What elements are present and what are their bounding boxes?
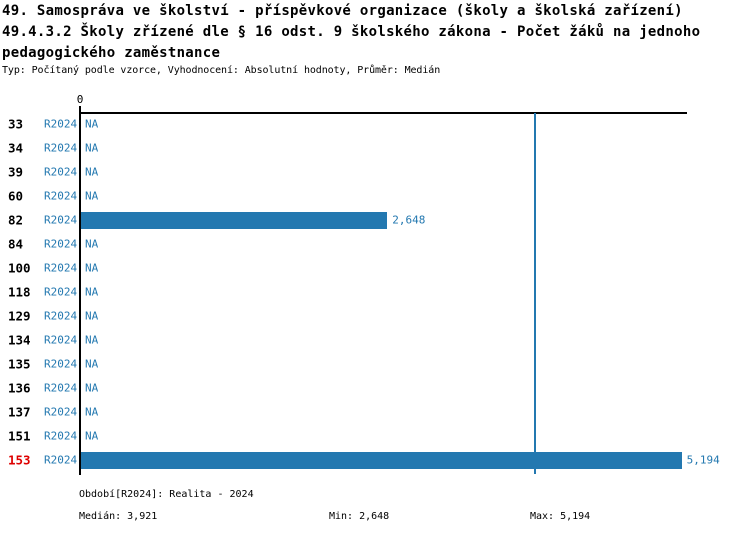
na-value-label: NA	[85, 141, 99, 155]
na-value-label: NA	[85, 309, 99, 323]
chart-row-82: 82 R2024 2,648	[0, 208, 750, 232]
series-label: R2024	[44, 189, 78, 203]
report-title-line3: pedagogického zaměstnance	[2, 45, 221, 61]
footer-median-stat: Medián: 3,921	[79, 511, 158, 522]
na-value-label: NA	[85, 237, 99, 251]
chart-row-134: 134 R2024 NA	[0, 328, 750, 352]
x-axis-tick-mark	[79, 106, 81, 112]
na-value-label: NA	[85, 333, 99, 347]
footer-period-label: Období[R2024]: Realita - 2024	[79, 489, 254, 500]
chart-row-39: 39 R2024 NA	[0, 160, 750, 184]
series-label: R2024	[44, 117, 78, 131]
series-label: R2024	[44, 141, 78, 155]
value-label: 2,648	[392, 213, 426, 227]
chart-row-118: 118 R2024 NA	[0, 280, 750, 304]
unit-label: 100	[8, 260, 31, 276]
footer-max-stat: Max: 5,194	[530, 511, 591, 522]
value-bar	[81, 451, 682, 469]
na-value-label: NA	[85, 429, 99, 443]
footer-min-stat: Min: 2,648	[329, 511, 390, 522]
na-value-label: NA	[85, 381, 99, 395]
unit-label: 135	[8, 356, 31, 372]
unit-label: 129	[8, 308, 31, 324]
unit-label: 34	[8, 140, 24, 156]
value-label: 5,194	[686, 453, 720, 467]
series-label: R2024	[44, 381, 78, 395]
unit-label: 153	[8, 452, 31, 468]
y-axis-line	[79, 112, 81, 475]
chart-row-151: 151 R2024 NA	[0, 424, 750, 448]
unit-label: 84	[8, 236, 24, 252]
series-label: R2024	[44, 453, 78, 467]
unit-label: 136	[8, 380, 31, 396]
series-label: R2024	[44, 285, 78, 299]
chart-row-135: 135 R2024 NA	[0, 352, 750, 376]
x-axis-zero-tick-label: 0	[76, 93, 84, 106]
median-reference-line	[534, 113, 537, 474]
series-label: R2024	[44, 429, 78, 443]
na-value-label: NA	[85, 357, 99, 371]
series-label: R2024	[44, 357, 78, 371]
na-value-label: NA	[85, 261, 99, 275]
series-label: R2024	[44, 333, 78, 347]
unit-label: 118	[8, 284, 31, 300]
unit-label: 82	[8, 212, 24, 228]
chart-row-137: 137 R2024 NA	[0, 400, 750, 424]
report-title-line2: 49.4.3.2 Školy zřízené dle § 16 odst. 9 …	[2, 24, 701, 40]
na-value-label: NA	[85, 405, 99, 419]
na-value-label: NA	[85, 117, 99, 131]
unit-label: 33	[8, 116, 24, 132]
unit-label: 151	[8, 428, 31, 444]
series-label: R2024	[44, 405, 78, 419]
report-meta-line: Typ: Počítaný podle vzorce, Vyhodnocení:…	[2, 65, 441, 76]
chart-row-34: 34 R2024 NA	[0, 136, 750, 160]
series-label: R2024	[44, 237, 78, 251]
unit-label: 39	[8, 164, 24, 180]
na-value-label: NA	[85, 165, 99, 179]
series-label: R2024	[44, 213, 78, 227]
x-axis-line	[80, 112, 687, 114]
unit-label: 60	[8, 188, 24, 204]
chart-row-136: 136 R2024 NA	[0, 376, 750, 400]
chart-row-84: 84 R2024 NA	[0, 232, 750, 256]
report-title-line1: 49. Samospráva ve školství - příspěvkové…	[2, 3, 683, 19]
unit-label: 137	[8, 404, 31, 420]
na-value-label: NA	[85, 189, 99, 203]
chart-row-33: 33 R2024 NA	[0, 112, 750, 136]
value-bar	[81, 211, 388, 229]
na-value-label: NA	[85, 285, 99, 299]
unit-label: 134	[8, 332, 31, 348]
chart-row-153: 153 R2024 5,194	[0, 448, 750, 472]
chart-row-100: 100 R2024 NA	[0, 256, 750, 280]
series-label: R2024	[44, 261, 78, 275]
series-label: R2024	[44, 165, 78, 179]
chart-row-60: 60 R2024 NA	[0, 184, 750, 208]
chart-row-129: 129 R2024 NA	[0, 304, 750, 328]
series-label: R2024	[44, 309, 78, 323]
